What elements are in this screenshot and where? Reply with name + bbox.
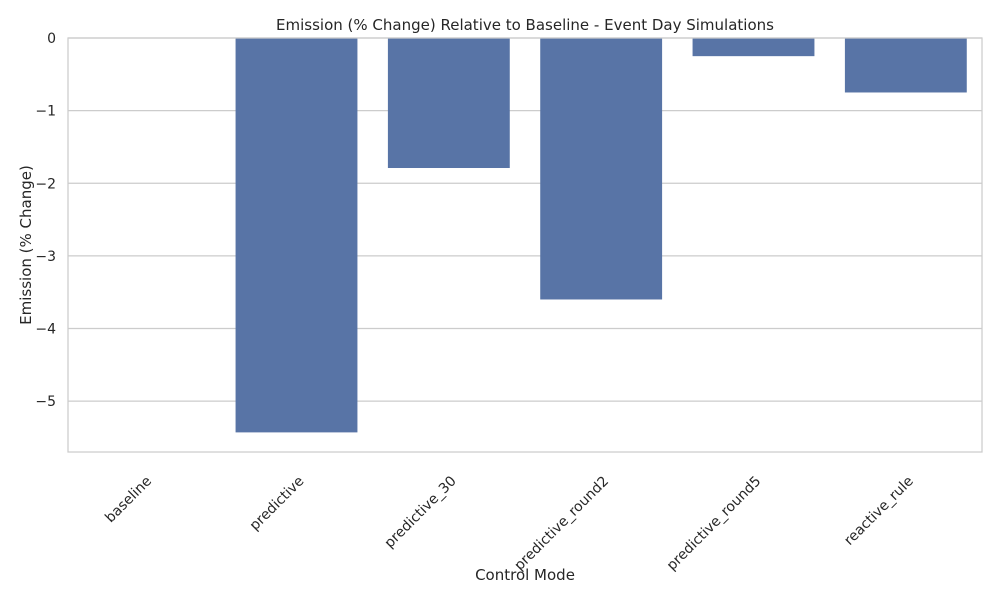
chart-title: Emission (% Change) Relative to Baseline… xyxy=(276,16,774,34)
bar-predictive-30 xyxy=(387,38,510,169)
bars xyxy=(235,38,967,433)
x-tick-label: baseline xyxy=(102,473,155,526)
x-tick-labels: baseline predictive predictive_30 predictiv… xyxy=(102,473,916,574)
y-tick-labels: 0 −1 −2 −3 −4 −5 xyxy=(35,31,56,410)
gridlines xyxy=(68,37,982,402)
plot-frame xyxy=(67,37,983,453)
x-tick-label: predictive_round2 xyxy=(511,473,612,574)
bar-predictive-round2 xyxy=(540,38,663,300)
x-tick-label: predictive_round5 xyxy=(664,473,765,574)
x-tick-label: predictive_30 xyxy=(382,473,460,551)
x-tick-label: reactive_rule xyxy=(841,473,916,548)
x-tick-label: predictive xyxy=(247,473,308,534)
y-tick-label: −2 xyxy=(35,176,56,192)
y-tick-label: −4 xyxy=(35,322,56,338)
bar-predictive xyxy=(235,38,358,433)
y-tick-label: −3 xyxy=(35,249,56,265)
bar-predictive-round5 xyxy=(692,38,815,57)
y-tick-label: 0 xyxy=(47,31,56,47)
y-tick-label: −5 xyxy=(35,394,56,410)
bar-reactive-rule xyxy=(844,38,967,93)
y-tick-label: −1 xyxy=(35,104,56,120)
x-axis-label: Control Mode xyxy=(475,566,575,584)
y-axis-label: Emission (% Change) xyxy=(17,165,35,325)
